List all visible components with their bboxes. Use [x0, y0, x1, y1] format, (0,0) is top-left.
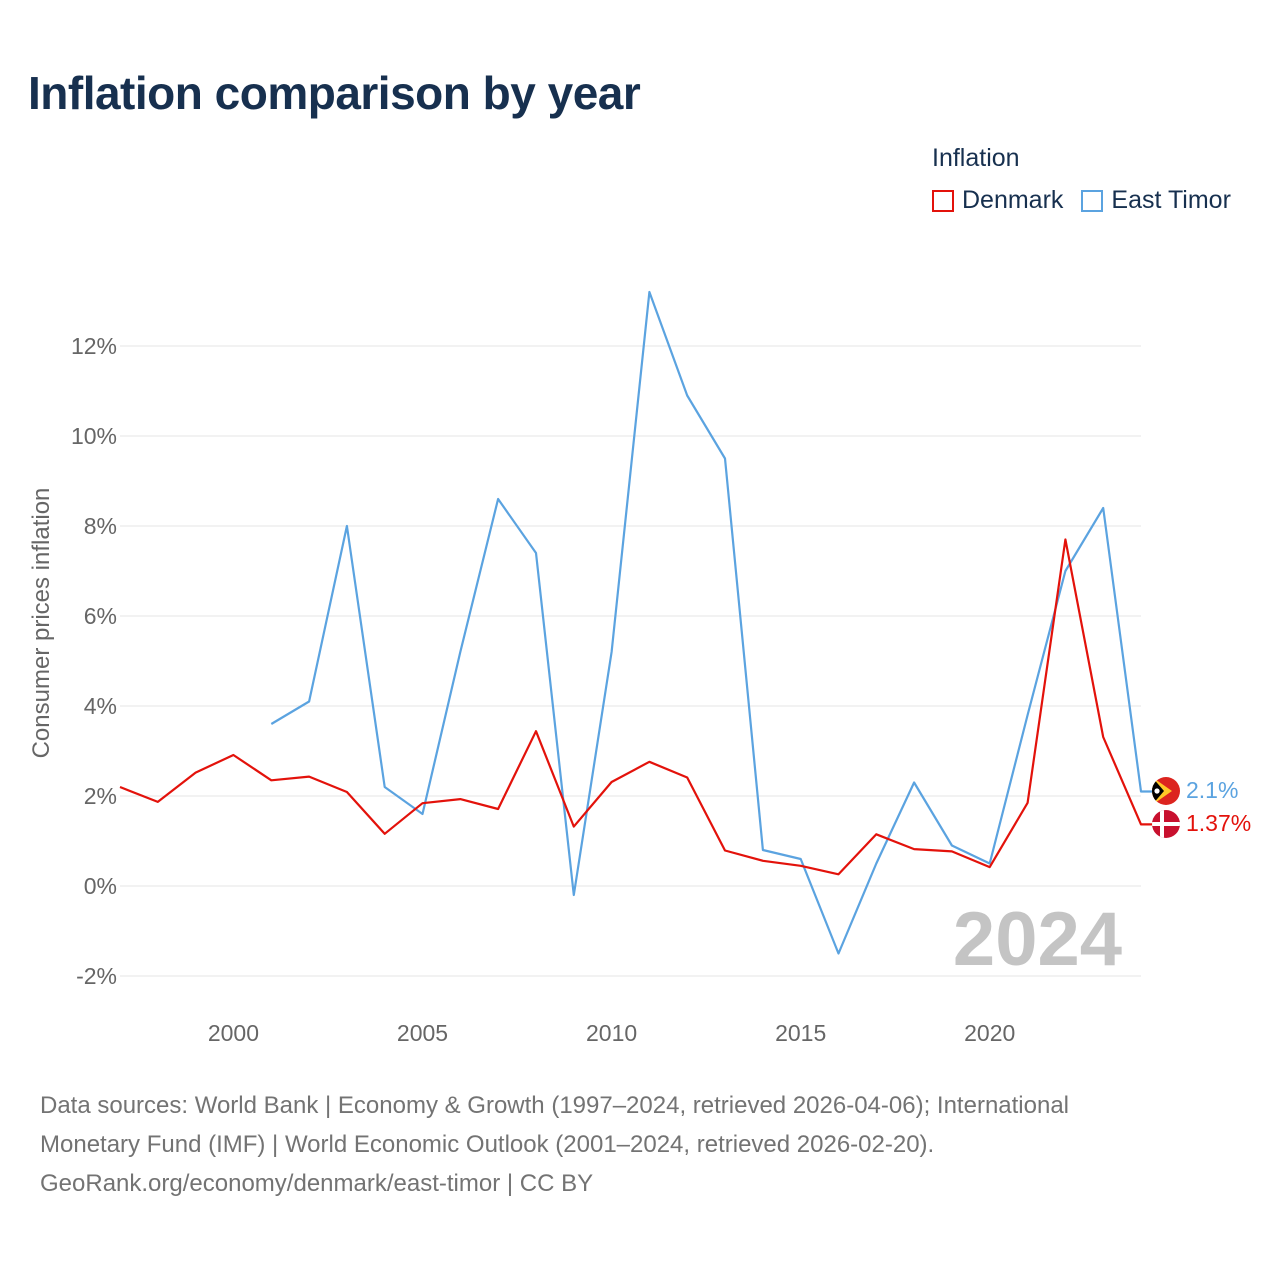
legend-label-east-timor: East Timor — [1111, 186, 1231, 214]
y-tick-label: 6% — [84, 603, 117, 629]
x-tick-label: 2005 — [397, 1020, 448, 1046]
series-line-denmark[interactable] — [119, 538, 1153, 876]
year-watermark: 2024 — [952, 897, 1122, 982]
denmark-flag-icon — [1152, 810, 1180, 838]
x-tick-label: 2015 — [775, 1020, 826, 1046]
x-tick-label: 2020 — [964, 1020, 1015, 1046]
footer-line-1: Data sources: World Bank | Economy & Gro… — [40, 1092, 1070, 1119]
y-tick-label: 4% — [84, 693, 117, 719]
footer-line-2: Monetary Fund (IMF) | World Economic Out… — [40, 1131, 935, 1158]
series-lines — [119, 290, 1153, 955]
end-markers — [1152, 777, 1180, 838]
legend-label-denmark: Denmark — [962, 186, 1064, 214]
legend-item-east-timor[interactable]: East Timor — [1081, 186, 1231, 215]
y-tick-label: 12% — [71, 333, 117, 359]
x-tick-label: 2010 — [586, 1020, 637, 1046]
y-tick-label: 8% — [84, 513, 117, 539]
y-tick-label: -2% — [76, 963, 117, 989]
legend-item-denmark[interactable]: Denmark — [932, 186, 1063, 215]
footer-sources: Data sources: World Bank | Economy & Gro… — [40, 1086, 1220, 1203]
y-tick-label: 0% — [84, 873, 117, 899]
y-axis-ticks: -2% 0% 2% 4% 6% 8% 10% 12% — [71, 333, 117, 989]
east-timor-flag-icon — [1152, 777, 1180, 805]
footer-line-3: GeoRank.org/economy/denmark/east-timor |… — [40, 1170, 594, 1197]
x-axis-ticks: 2000 2005 2010 2015 2020 — [208, 1020, 1015, 1046]
grid-lines — [120, 345, 1141, 977]
legend-title: Inflation — [932, 144, 1020, 172]
legend-swatch-denmark — [932, 189, 954, 212]
y-tick-label: 2% — [84, 783, 117, 809]
series-line-east-timor[interactable] — [270, 290, 1153, 955]
legend: Denmark East Timor — [932, 186, 1249, 215]
y-tick-label: 10% — [71, 423, 117, 449]
end-label-east-timor: 2.1% — [1186, 777, 1238, 803]
end-label-denmark: 1.37% — [1186, 810, 1251, 836]
legend-swatch-east-timor — [1081, 189, 1104, 212]
chart-title: Inflation comparison by year — [28, 67, 641, 119]
x-tick-label: 2000 — [208, 1020, 259, 1046]
